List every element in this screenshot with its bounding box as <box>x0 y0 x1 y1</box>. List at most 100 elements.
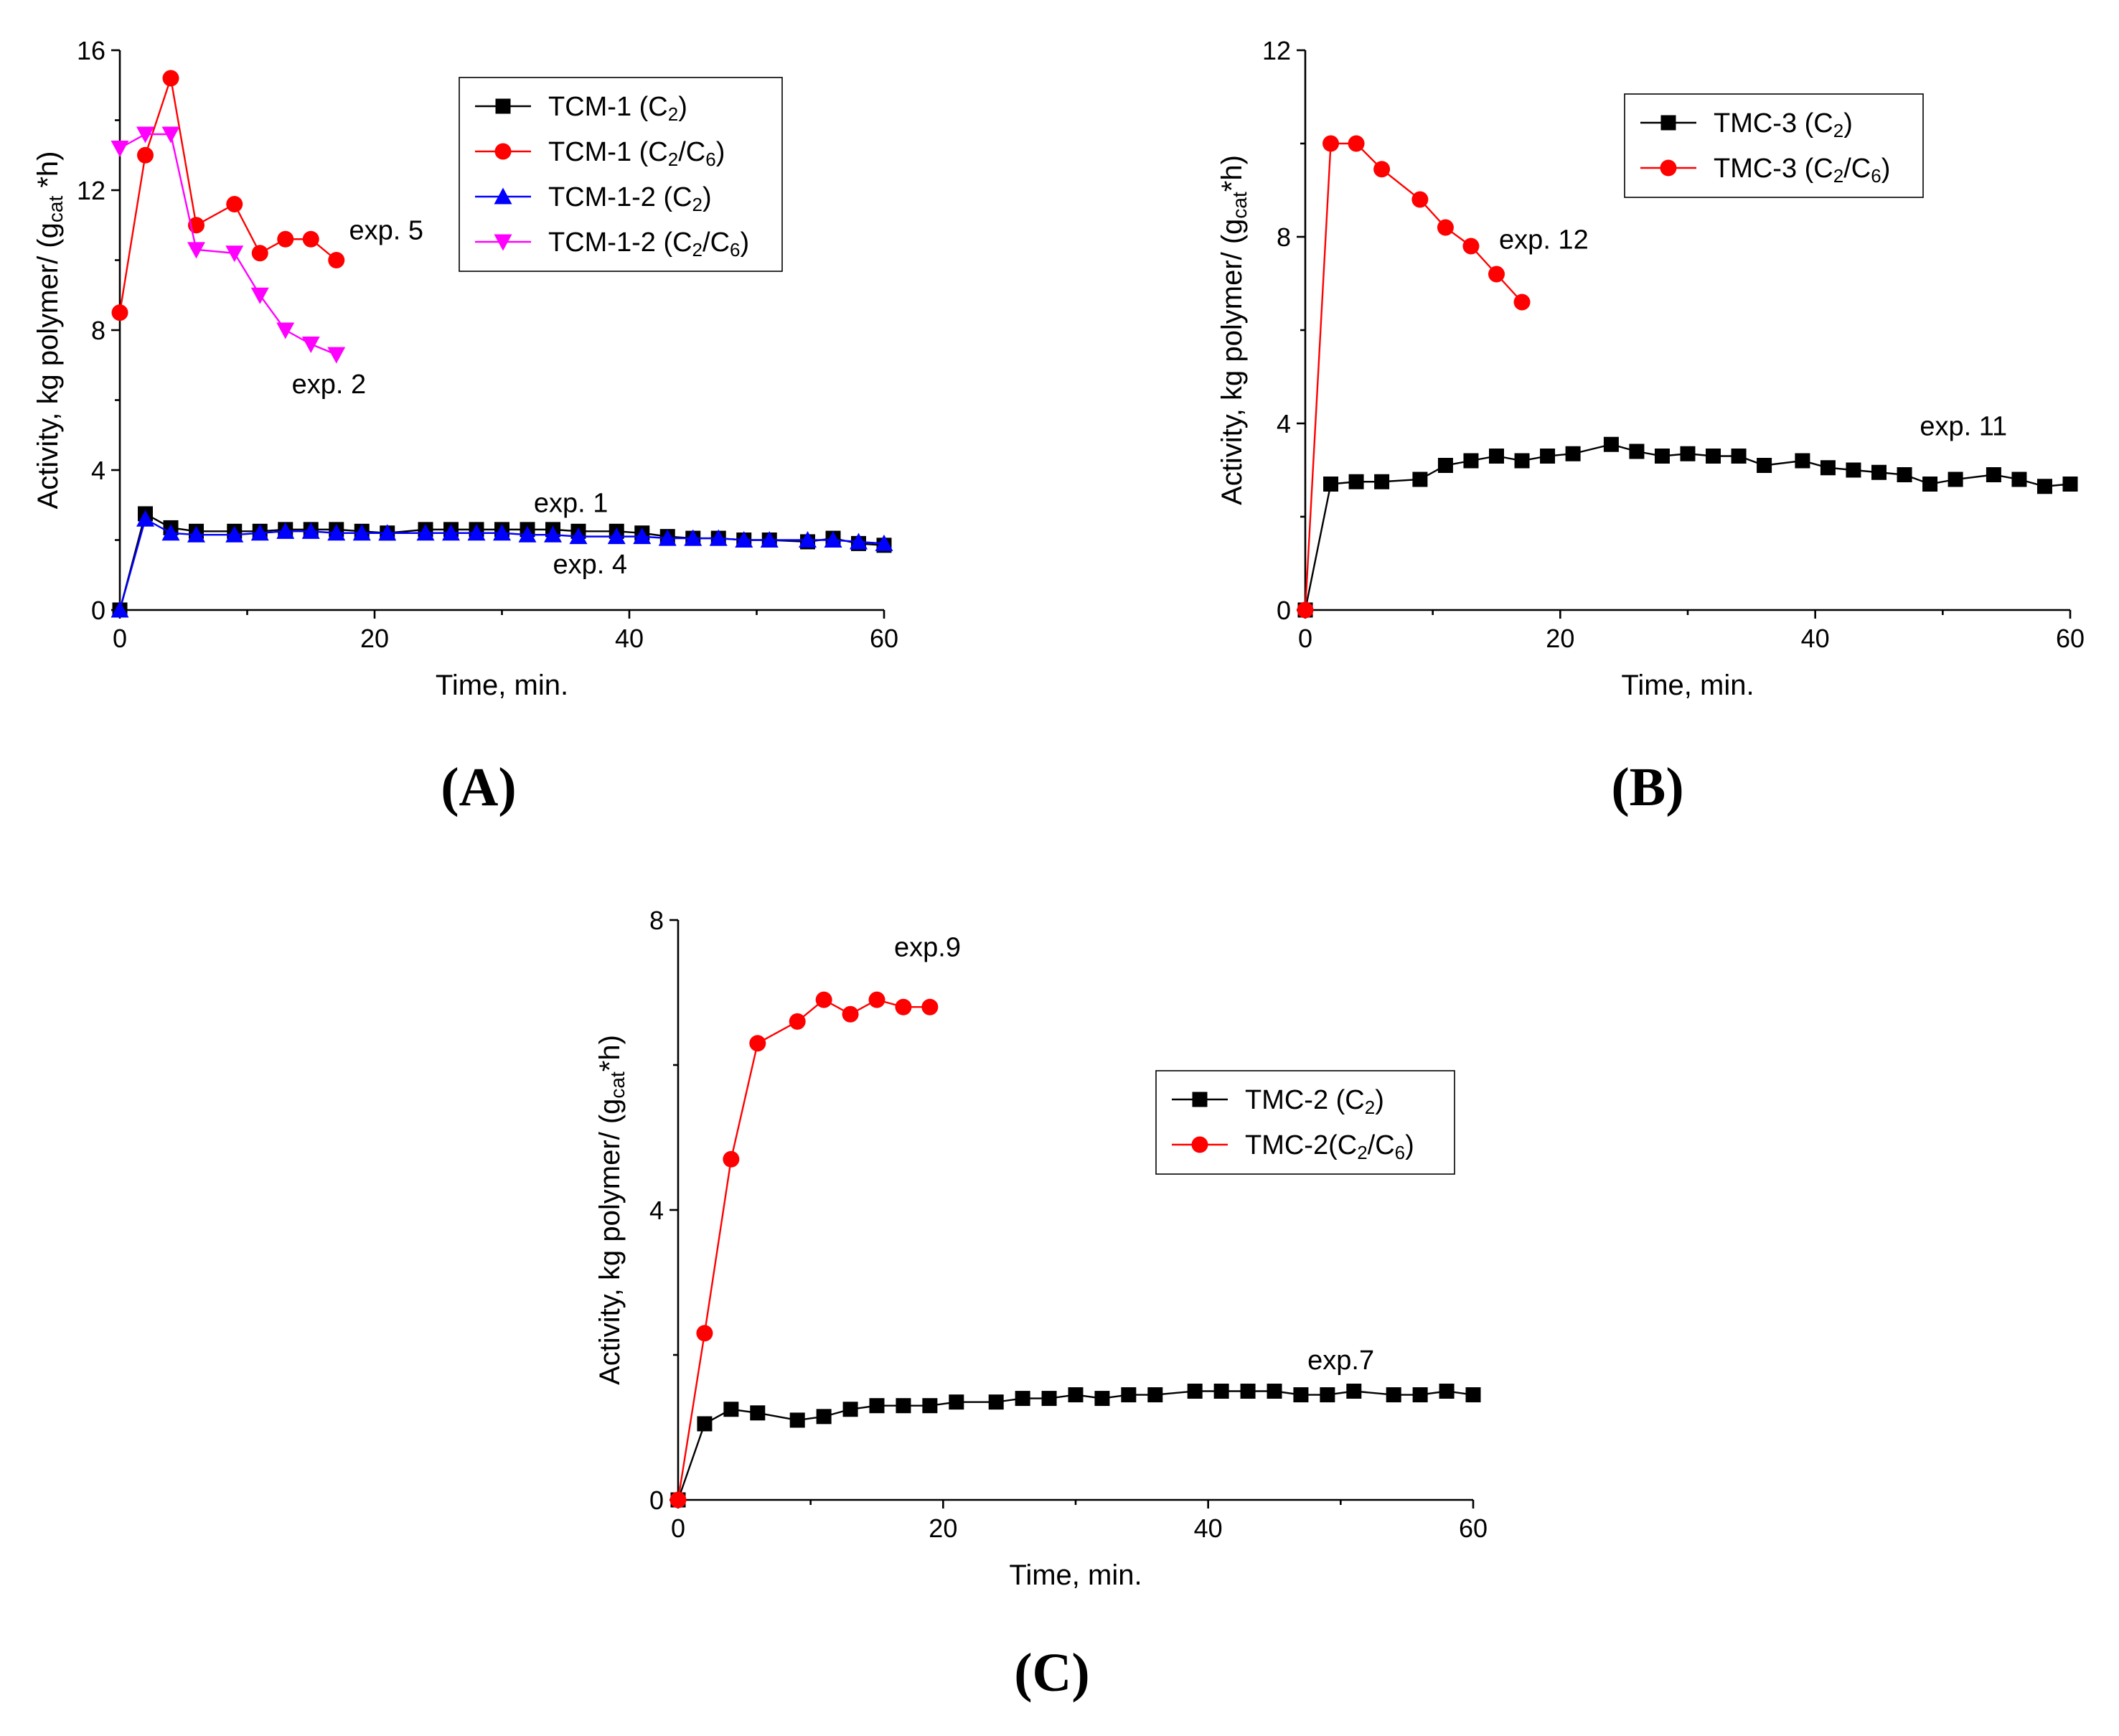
panel-a-series-1-point <box>302 230 319 248</box>
panel-c-series-0-point <box>1213 1384 1229 1399</box>
panel-b-series-0-point <box>1629 444 1645 459</box>
panel-b-y-tick-label: 4 <box>1277 409 1291 438</box>
panel-b-series-0-point <box>1374 474 1390 489</box>
panel-a-legend-box <box>459 77 783 272</box>
panel-a-x-tick-label: 60 <box>870 624 898 653</box>
panel-c-legend: TMC-2 (C2) TMC-2(C2/C6) <box>1155 1070 1455 1175</box>
panel-b-series-0-point <box>1489 449 1504 464</box>
panel-a-legend: TCM-1 (C2) TCM-1 (C2/C6) TCM-1-2 (C2) TCM-1… <box>459 77 783 272</box>
panel-a-y-tick-label: 4 <box>91 456 105 485</box>
panel-b-series-0-point <box>2062 477 2078 492</box>
panel-b-series-0-point <box>1565 446 1581 461</box>
panel-b-series-0-point <box>1437 458 1453 473</box>
panel-b-legend-label: TMC-3 (C2) <box>1714 108 1853 141</box>
panel-a-series-2-point <box>709 529 728 546</box>
panel-b-series-0-point <box>1947 471 1963 487</box>
panel-a-y-tick-label: 8 <box>91 316 105 345</box>
panel-a-series-2-point <box>799 531 817 548</box>
panel-b-series-1-point <box>1462 238 1480 255</box>
panel-b-y-axis-title: Activity, kg polymer/ (gcat*h) <box>1216 155 1251 505</box>
panel-b-legend: TMC-3 (C2) TMC-3 (C2/C6) <box>1624 93 1924 198</box>
panel-b-legend-marker <box>1660 115 1676 131</box>
panel-c-series-0-point <box>1094 1391 1110 1407</box>
panel-b-series-0-point <box>1680 446 1696 461</box>
panel-a-series-3-point <box>161 126 180 144</box>
panel-c-series-0-point <box>1439 1384 1455 1399</box>
panel-b-x-tick-label: 20 <box>1546 624 1574 653</box>
panel-b-series-0-point <box>1603 436 1619 452</box>
panel-a-legend-label: TCM-1-2 (C2) <box>548 182 712 215</box>
panel-b-annotation: exp. 11 <box>1920 411 2007 441</box>
panel-c-series-0-point <box>896 1398 911 1414</box>
panel-b-series-1-point <box>1488 266 1505 283</box>
panel-c-x-tick-label: 60 <box>1459 1514 1488 1543</box>
panel-a-series-2 <box>111 510 893 618</box>
panel-a-series-2-point <box>760 531 779 548</box>
panel-a-series-2-point <box>850 532 868 550</box>
panel-c-series-0-point <box>723 1402 739 1417</box>
panel-a-series-1-point <box>277 230 294 248</box>
panel-c-series-1 <box>669 991 939 1509</box>
panel-c-series-1-point <box>789 1013 806 1030</box>
panel-a-series-2-point <box>493 524 511 541</box>
panel-a-series-1-point <box>162 70 179 87</box>
panel-c-y-tick-label: 4 <box>649 1196 664 1225</box>
panel-a-series-1 <box>111 70 345 322</box>
panel-b-x-tick-label: 0 <box>1298 624 1312 653</box>
panel-a-series-2-point <box>824 531 842 548</box>
panel-a-series-1-point <box>328 252 345 268</box>
panel-a-series-2-point <box>684 529 703 546</box>
panel-a-series-3-point <box>187 242 205 259</box>
panel-c-series-0-point <box>922 1398 938 1414</box>
panel-a-y-tick-label: 16 <box>77 36 105 65</box>
panel-b-series-1 <box>1297 135 1531 619</box>
panel-a-series-2-point <box>467 524 486 541</box>
panel-c-series-1-point <box>868 991 885 1008</box>
panel-a-series-3-point <box>136 126 154 144</box>
panel-c-y-tick-label: 0 <box>649 1486 664 1515</box>
panel-c-series-0-point <box>1121 1387 1137 1403</box>
panel-b-series-0-point <box>2036 479 2052 494</box>
panel-a-series-1-point <box>137 146 154 164</box>
panel-c-annotation: exp.9 <box>894 933 961 963</box>
panel-c-series-0-point <box>789 1412 805 1428</box>
panel-c-series-0-point <box>1068 1387 1084 1403</box>
panel-a-series-3 <box>111 126 346 364</box>
panel-a-series-2-point <box>301 522 320 539</box>
panel-a-legend-marker <box>495 98 511 114</box>
panel-a-series-0 <box>112 506 892 618</box>
panel-c-series-0-point <box>1240 1384 1256 1399</box>
panel-a-y-tick-label: 12 <box>77 176 105 205</box>
panel-b-series-0-point <box>2011 471 2027 487</box>
panel-b-series-0-point <box>1323 477 1339 492</box>
panel-b-series-0-point <box>1820 460 1836 476</box>
panel-b-legend-label: TMC-3 (C2/C6) <box>1714 154 1890 187</box>
panel-a-series-2-point <box>276 522 295 539</box>
panel-c-series-1-point <box>696 1325 713 1342</box>
panel-b-series-0-line <box>1304 444 2071 611</box>
panel-b-series-0-point <box>1463 453 1479 469</box>
panel-a-legend-marker <box>494 187 512 205</box>
panel-c-x-tick-label: 0 <box>671 1514 685 1543</box>
panel-c-series-0-point <box>1293 1387 1309 1403</box>
panel-a-series-2-point <box>735 531 753 548</box>
panel-c-series-1-point <box>749 1035 766 1052</box>
panel-b-series-0-point <box>1412 471 1428 487</box>
panel-b-series-0 <box>1297 436 2078 618</box>
panel-a-series-3-line <box>119 133 337 356</box>
panel-b-series-0-point <box>1514 453 1530 469</box>
panel-a-series-2-point <box>352 524 371 541</box>
panel-c-y-tick-label: 8 <box>649 906 664 935</box>
panel-b-x-tick-label: 40 <box>1801 624 1830 653</box>
panel-c-series-0-point <box>1320 1387 1335 1403</box>
panel-b-y-tick-label: 12 <box>1262 36 1291 65</box>
panel-b-series-0-point <box>1757 458 1772 473</box>
panel-a-series-1-point <box>111 304 128 322</box>
panel-c-series-0-point <box>1147 1387 1163 1403</box>
panel-b-series-0-point <box>1540 449 1556 464</box>
panel-b-series-1-point <box>1373 161 1391 178</box>
panel-b-series-0-point <box>1897 467 1912 482</box>
panel-a-series-2-point <box>111 601 129 618</box>
panel-c-series-1-point <box>723 1150 740 1168</box>
panel-a-x-tick-label: 20 <box>360 624 389 653</box>
